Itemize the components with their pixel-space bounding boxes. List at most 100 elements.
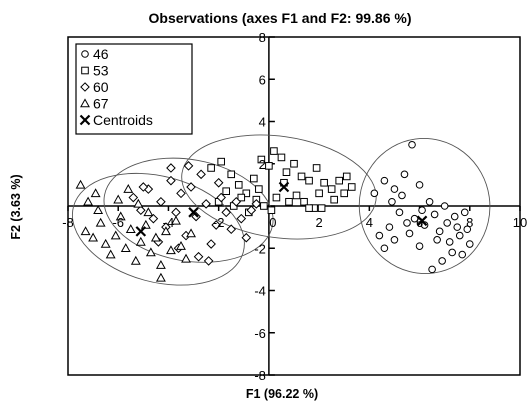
y-tick-label: -6 <box>254 326 266 341</box>
point-53 <box>300 197 308 206</box>
point-46 <box>415 181 424 189</box>
x-tick-label: -6 <box>112 215 124 230</box>
point-67 <box>83 196 94 206</box>
point-46 <box>440 202 449 210</box>
point-53 <box>335 176 343 185</box>
point-60 <box>156 196 166 207</box>
y-tick-label: 4 <box>259 115 266 130</box>
centroids <box>135 181 428 237</box>
point-60 <box>193 251 204 262</box>
point-46 <box>390 236 399 244</box>
y-tick-label: 6 <box>259 72 266 87</box>
point-53 <box>330 195 338 204</box>
point-60 <box>166 175 176 186</box>
point-53 <box>277 153 286 162</box>
point-67 <box>93 205 104 215</box>
point-67 <box>105 249 116 259</box>
point-60 <box>138 182 149 192</box>
point-67 <box>150 232 161 242</box>
centroid-stroke <box>188 207 199 218</box>
point-46 <box>403 219 411 227</box>
chart-title: Observations (axes F1 and F2: 99.86 %) <box>149 10 412 26</box>
point-53 <box>217 157 225 166</box>
point-67 <box>140 219 151 229</box>
point-53 <box>315 189 323 198</box>
legend-label: 53 <box>93 63 109 79</box>
point-67 <box>176 241 186 250</box>
confidence-ellipse-60 <box>103 157 274 263</box>
point-60 <box>236 213 247 224</box>
point-53 <box>320 178 328 187</box>
centroid-stroke <box>135 226 147 237</box>
point-46 <box>390 185 399 193</box>
point-53 <box>250 174 258 183</box>
point-60 <box>226 224 237 235</box>
legend-label: 46 <box>93 46 109 62</box>
point-60 <box>246 205 257 216</box>
point-53 <box>342 172 351 181</box>
point-60 <box>148 213 159 224</box>
y-tick-label: -2 <box>254 241 266 256</box>
point-53 <box>290 159 298 168</box>
point-46 <box>455 231 464 240</box>
point-53 <box>234 181 243 189</box>
legend-label: 67 <box>93 96 109 112</box>
point-53 <box>267 206 276 215</box>
point-53 <box>297 172 306 181</box>
point-46 <box>405 229 414 238</box>
y-tick-label: 8 <box>259 30 266 45</box>
point-67 <box>155 260 166 269</box>
point-53 <box>237 193 246 202</box>
centroid-60 <box>188 207 199 218</box>
data-points <box>75 140 474 282</box>
point-46 <box>450 212 459 221</box>
point-46 <box>385 223 394 231</box>
point-46 <box>460 208 469 217</box>
point-46 <box>438 257 446 265</box>
x-tick-label: 0 <box>269 215 276 230</box>
x-tick-label: -4 <box>163 215 175 230</box>
centroid-46 <box>416 215 428 227</box>
point-53 <box>255 185 263 193</box>
point-46 <box>430 210 439 219</box>
y-tick-label: -8 <box>254 368 266 383</box>
point-53 <box>257 155 266 164</box>
point-60 <box>136 205 146 216</box>
point-67 <box>80 226 91 236</box>
point-67 <box>75 179 86 189</box>
point-67 <box>155 272 166 282</box>
point-46 <box>420 221 429 229</box>
point-53 <box>227 170 236 179</box>
point-46 <box>380 176 389 185</box>
point-60 <box>166 163 176 173</box>
point-67 <box>133 198 144 208</box>
point-60 <box>176 188 186 199</box>
point-53 <box>347 183 356 191</box>
point-67 <box>130 255 141 265</box>
point-53 <box>260 202 268 210</box>
point-67 <box>145 247 156 257</box>
point-53 <box>327 185 336 193</box>
point-46 <box>395 208 404 217</box>
y-axis-title: F2 (3.63 %) <box>9 174 23 239</box>
point-46 <box>370 189 379 198</box>
point-67 <box>135 236 146 246</box>
point-53 <box>340 189 349 198</box>
legend-marker-diamond <box>80 82 90 92</box>
point-60 <box>213 177 224 188</box>
point-67 <box>95 217 106 227</box>
point-67 <box>110 230 121 240</box>
point-60 <box>216 192 226 203</box>
point-60 <box>191 211 201 222</box>
y-tick-label: -4 <box>254 284 266 299</box>
legend-marker-square <box>81 66 89 75</box>
point-67 <box>123 183 134 193</box>
legend-box <box>75 43 193 135</box>
point-60 <box>183 161 194 171</box>
point-46 <box>443 219 451 227</box>
point-46 <box>398 191 406 200</box>
centroid-stroke <box>416 215 428 227</box>
